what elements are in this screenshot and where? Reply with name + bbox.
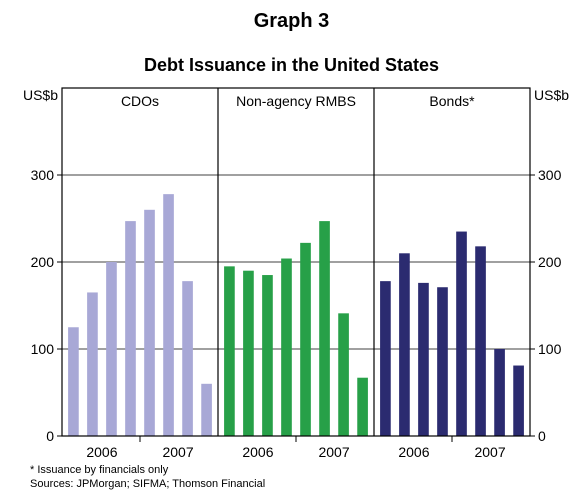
x-tick-label: 2006 (242, 444, 273, 460)
panel-label: Bonds* (429, 93, 475, 109)
y-tick-label-right: 0 (538, 428, 546, 444)
x-tick-label: 2007 (474, 444, 505, 460)
gridlines (57, 174, 535, 437)
bar (338, 313, 349, 436)
y-unit-left: US$b (23, 87, 58, 103)
bar (281, 258, 292, 436)
y-tick-label-right: 100 (538, 341, 562, 357)
chart-title: Debt Issuance in the United States (143, 55, 440, 75)
bar (456, 231, 467, 436)
y-tick-label-left: 200 (31, 254, 55, 270)
bar (144, 209, 155, 436)
panel-label: CDOs (121, 93, 159, 109)
plot-frame (61, 87, 531, 442)
bar (300, 242, 311, 436)
bar (201, 383, 212, 436)
bar (68, 327, 79, 436)
plot-border (61, 87, 531, 437)
bar (380, 281, 391, 436)
y-tick-label-left: 300 (31, 167, 55, 183)
bar (224, 266, 235, 436)
bar (87, 292, 98, 436)
panel-label: Non-agency RMBS (236, 93, 356, 109)
bars (68, 194, 524, 436)
bar (106, 262, 117, 436)
bar (125, 221, 136, 436)
y-tick-label-left: 0 (46, 428, 54, 444)
x-tick-label: 2006 (398, 444, 429, 460)
y-unit-right: US$b (534, 87, 569, 103)
y-tick-label-left: 100 (31, 341, 55, 357)
bar (513, 365, 524, 436)
x-tick-label: 2006 (86, 444, 117, 460)
footnote: * Issuance by financials only (30, 464, 169, 476)
bar (418, 282, 429, 436)
bar (319, 221, 330, 436)
x-tick-label: 2007 (318, 444, 349, 460)
bar (475, 246, 486, 436)
bar (262, 275, 273, 436)
bar (163, 194, 174, 436)
labels: 0 0 100 100 200 200 300 300 US$b US$b CDOs 2006 2007… (23, 87, 569, 460)
bar (243, 270, 254, 436)
y-tick-label-right: 300 (538, 167, 562, 183)
bar (437, 287, 448, 436)
bar (494, 349, 505, 436)
x-tick-label: 2007 (162, 444, 193, 460)
y-tick-label-right: 200 (538, 254, 562, 270)
sources-note: Sources: JPMorgan; SIFMA; Thomson Financ… (30, 478, 266, 490)
bar (182, 281, 193, 436)
graph-number: Graph 3 (253, 10, 330, 32)
bar (357, 377, 368, 436)
bar (399, 253, 410, 436)
